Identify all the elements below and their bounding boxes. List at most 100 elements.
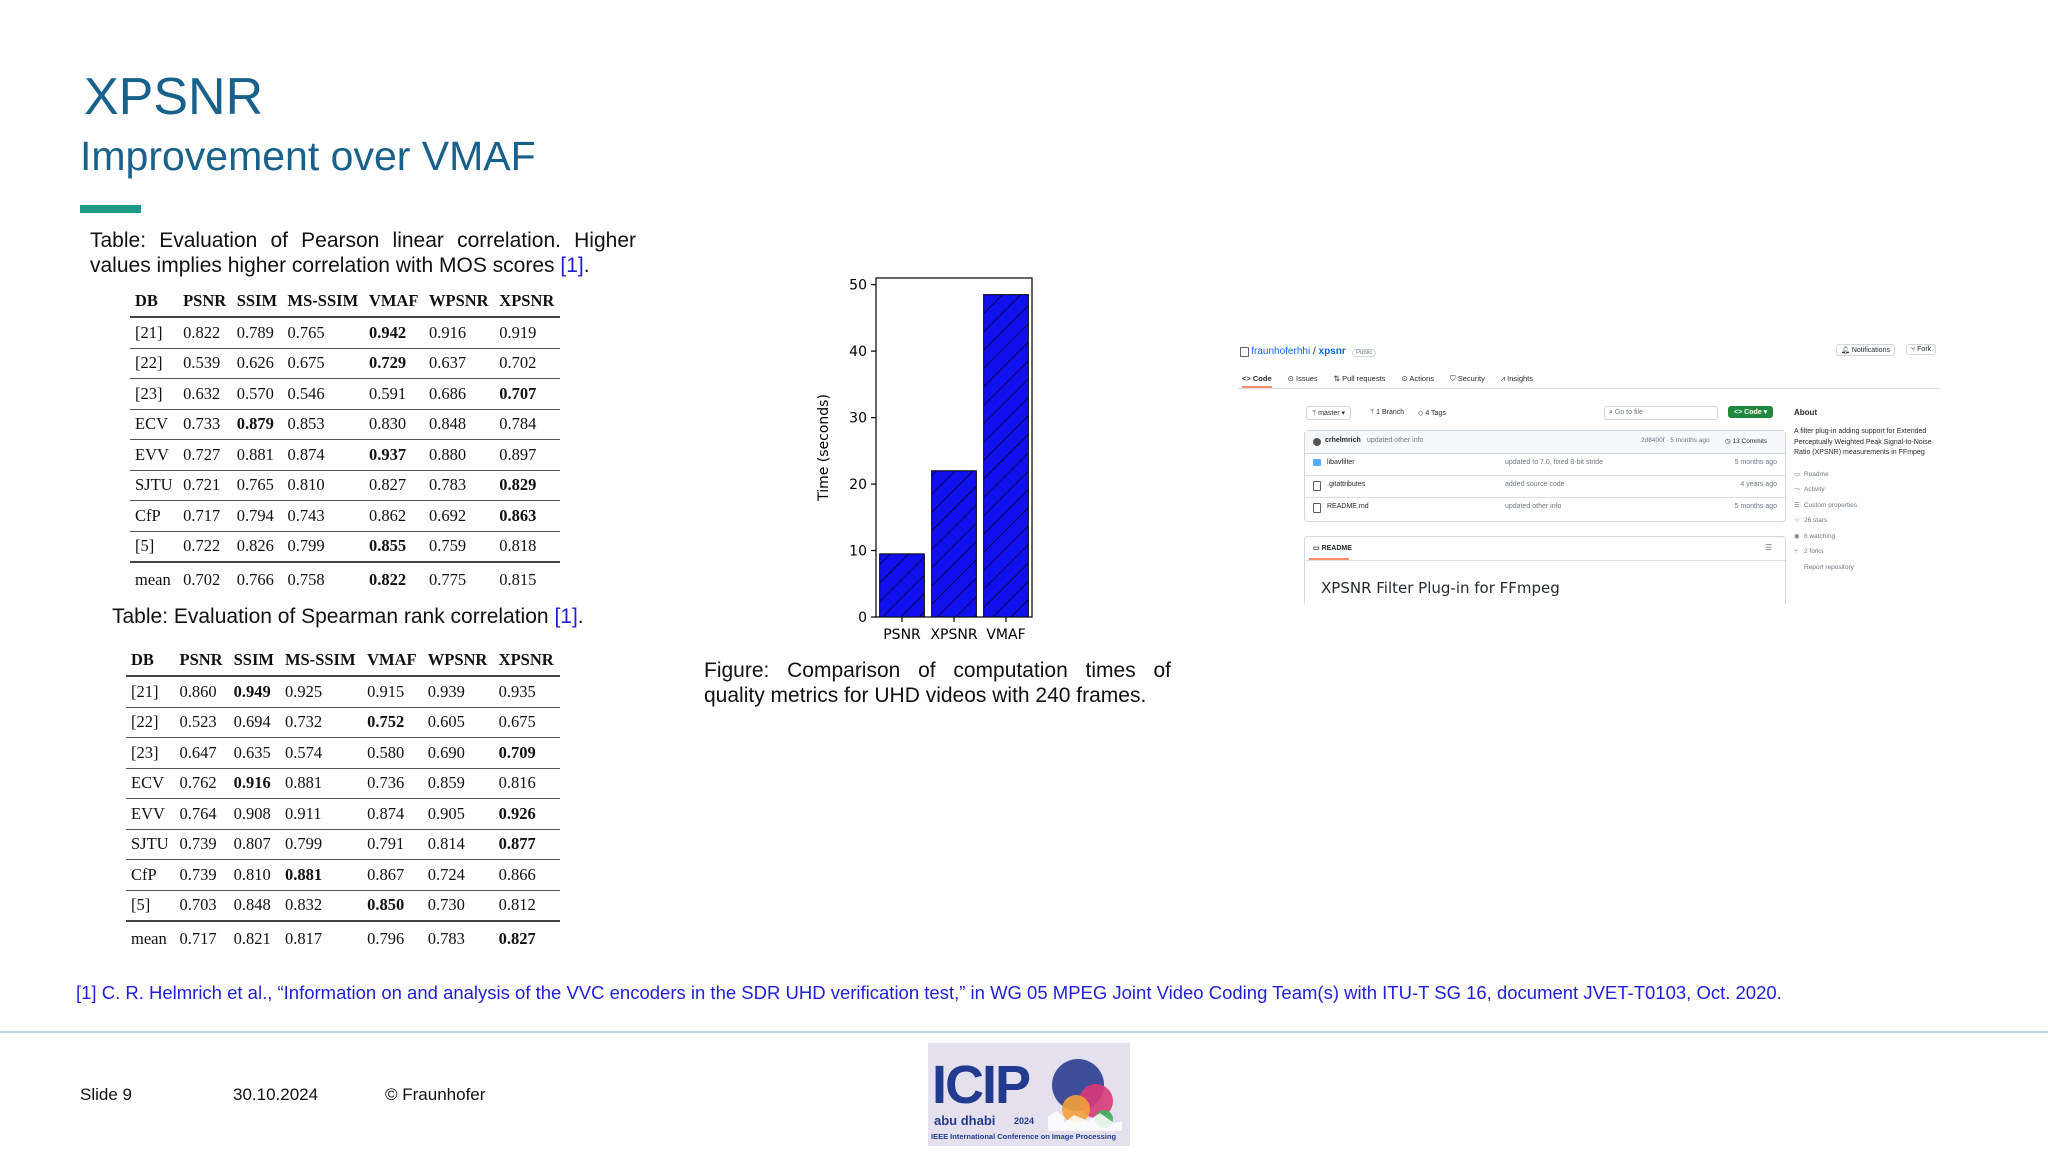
file-name[interactable]: libavfilter xyxy=(1327,459,1355,466)
table2-caption-text: Table: Evaluation of Spearman rank corre… xyxy=(112,605,549,628)
about-link[interactable]: ⑂ 2 forks xyxy=(1794,544,1940,560)
file-name[interactable]: README.md xyxy=(1327,503,1369,510)
tab-issues[interactable]: ⊙ Issues xyxy=(1288,374,1318,388)
table-row: CfP 0.717 0.794 0.743 0.862 0.692 0.863 xyxy=(130,500,560,532)
table-cell: mean xyxy=(130,561,179,596)
go-to-file-input[interactable]: ⌕ Go to file xyxy=(1604,406,1718,420)
file-row[interactable]: README.md updated other info 5 months ago xyxy=(1305,497,1785,519)
column-header: WPSNR xyxy=(422,645,494,677)
tags-link[interactable]: ◇ 4 Tags xyxy=(1418,409,1446,417)
table-cell: SJTU xyxy=(126,829,175,860)
about-link[interactable]: Report repository xyxy=(1794,560,1940,576)
y-tick-label: 10 xyxy=(849,544,867,560)
column-header: SSIM xyxy=(228,645,280,677)
tab-security[interactable]: ⛉ Security xyxy=(1450,374,1485,388)
tab-actions[interactable]: ⊙ Actions xyxy=(1401,374,1434,388)
branches-link[interactable]: ᛘ 1 Branch xyxy=(1370,409,1404,416)
tab-code[interactable]: <> Code xyxy=(1242,374,1272,388)
table-cell: 0.911 xyxy=(279,798,363,830)
notifications-label: Notifications xyxy=(1851,347,1890,354)
spearman-table: DB PSNR SSIM MS-SSIM VMAF WPSNR XPSNR [21] 0.860… xyxy=(126,645,560,955)
table-cell: 0.897 xyxy=(494,439,560,471)
bar-hatch-vmaf xyxy=(983,294,1029,617)
folder-icon xyxy=(1313,459,1321,466)
table-cell: 0.647 xyxy=(174,737,229,769)
file-row[interactable]: .gitattributes added source code 4 years a… xyxy=(1305,475,1785,498)
branch-count-icon: ᛘ xyxy=(1370,409,1375,416)
footer-divider xyxy=(0,1031,2048,1033)
about-link[interactable]: ▭ Readme xyxy=(1794,467,1940,483)
table-cell: 0.939 xyxy=(422,676,494,708)
file-name[interactable]: .gitattributes xyxy=(1327,481,1366,488)
branch-icon: ᛘ xyxy=(1312,410,1317,417)
table-cell: 0.523 xyxy=(174,707,229,738)
table-cell: 0.729 xyxy=(363,348,425,379)
readme-tab-label: README xyxy=(1321,545,1352,552)
table-cell: 0.826 xyxy=(231,531,283,563)
readme-tab-underline xyxy=(1309,558,1349,560)
table-cell: 0.827 xyxy=(493,920,560,955)
history-icon: ◷ xyxy=(1725,438,1731,445)
table-cell: [21] xyxy=(126,676,175,708)
table-cell: 0.709 xyxy=(493,737,560,769)
table2-ref-link[interactable]: [1] xyxy=(554,605,578,628)
table-cell: 0.867 xyxy=(362,859,423,891)
table-cell: 0.733 xyxy=(178,409,232,440)
column-header: VMAF xyxy=(363,286,425,318)
tab-pull-requests[interactable]: ⇅ Pull requests xyxy=(1334,374,1386,388)
repo-owner-link[interactable]: fraunhoferhhi xyxy=(1251,346,1311,357)
about-sidebar: About A filter plug-in adding support fo… xyxy=(1794,408,1940,575)
branch-selector[interactable]: ᛘ master ▾ xyxy=(1306,406,1352,420)
about-link[interactable]: ☰ Custom properties xyxy=(1794,498,1940,514)
table-row: [5] 0.703 0.848 0.832 0.850 0.730 0.812 xyxy=(126,890,560,922)
slide-subtitle: Improvement over VMAF xyxy=(80,133,536,179)
table1-ref-link[interactable]: [1] xyxy=(560,254,584,277)
latest-commit-bar: crhelmrich updated other info 2d8400f · … xyxy=(1305,431,1785,454)
table-cell: 0.775 xyxy=(424,561,495,596)
commit-author[interactable]: crhelmrich xyxy=(1325,437,1361,444)
file-commit-message[interactable]: added source code xyxy=(1505,481,1565,488)
about-link-label: 2 forks xyxy=(1804,548,1824,555)
notifications-button[interactable]: 🔔︎ Notifications xyxy=(1836,344,1895,356)
tab-code-label: Code xyxy=(1252,374,1272,383)
bar-hatch-psnr xyxy=(879,553,925,617)
code-button[interactable]: <> Code ▾ xyxy=(1728,406,1774,418)
fork-button[interactable]: ⑂ Fork xyxy=(1906,344,1937,355)
pulse-icon: 〜 xyxy=(1794,486,1801,493)
about-link[interactable]: ◉ 6 watching xyxy=(1794,529,1940,545)
tab-insights[interactable]: ⩘ Insights xyxy=(1501,374,1533,388)
table-cell: 0.626 xyxy=(231,348,283,379)
list-icon[interactable]: ☰ xyxy=(1765,543,1773,552)
table-cell: 0.812 xyxy=(493,890,560,922)
table-row: SJTU 0.721 0.765 0.810 0.827 0.783 0.829 xyxy=(130,470,560,501)
table-cell: 0.765 xyxy=(231,470,283,501)
commits-link[interactable]: ◷ 13 Commits xyxy=(1725,437,1767,445)
table-cell: 0.580 xyxy=(362,737,423,769)
about-link-label: Activity xyxy=(1804,486,1825,493)
table-cell: 0.727 xyxy=(178,439,232,471)
table-row: EVV 0.764 0.908 0.911 0.874 0.905 0.926 xyxy=(126,798,560,830)
logo-tagline: IEEE International Conference on Image P… xyxy=(931,1132,1117,1141)
commit-message[interactable]: updated other info xyxy=(1367,437,1424,444)
table-cell: 0.827 xyxy=(363,470,425,501)
file-commit-message[interactable]: updated other info xyxy=(1505,503,1562,510)
repo-name-link[interactable]: xpsnr xyxy=(1318,346,1346,357)
column-header: XPSNR xyxy=(493,645,560,677)
about-link[interactable]: 〜 Activity xyxy=(1794,482,1940,498)
table-cell: 0.791 xyxy=(362,829,423,860)
table-cell: 0.881 xyxy=(231,439,283,471)
about-link[interactable]: ☆ 26 stars xyxy=(1794,513,1940,529)
table-cell: 0.703 xyxy=(174,890,229,922)
repo-tabs: <> Code ⊙ Issues ⇅ Pull requests ⊙ Actio… xyxy=(1242,374,1533,388)
file-row[interactable]: libavfilter updated to 7.0, fixed 8-bit s… xyxy=(1305,453,1785,476)
bar-hatch-xpsnr xyxy=(931,470,977,617)
table-cell: [22] xyxy=(126,707,175,738)
table-row: [23] 0.632 0.570 0.546 0.591 0.686 0.707 xyxy=(130,378,560,410)
file-commit-message[interactable]: updated to 7.0, fixed 8-bit stride xyxy=(1505,459,1604,466)
readme-tab[interactable]: ▭ README xyxy=(1313,544,1352,552)
star-icon: ☆ xyxy=(1794,517,1800,524)
file-icon xyxy=(1313,503,1321,513)
table-cell: 0.752 xyxy=(362,707,423,738)
file-time: 5 months ago xyxy=(1734,503,1777,510)
tab-pull-requests-label: Pull requests xyxy=(1342,374,1386,383)
